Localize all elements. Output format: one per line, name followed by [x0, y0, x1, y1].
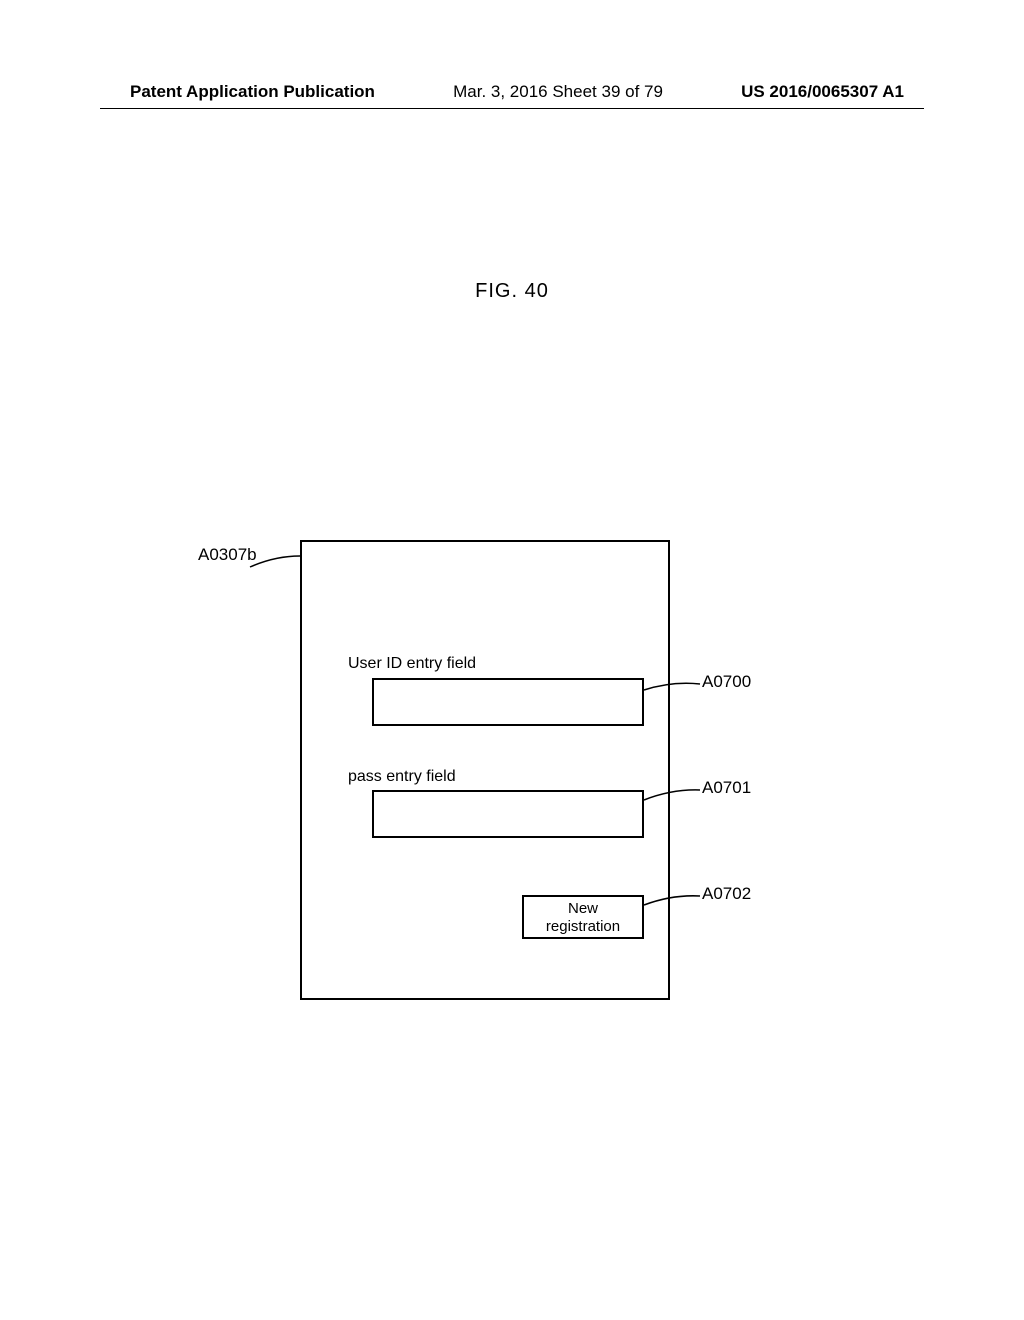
callout-frame: A0307b: [198, 545, 257, 565]
button-line2: registration: [546, 918, 620, 935]
callout-user-id: A0700: [702, 672, 751, 692]
header-right: US 2016/0065307 A1: [741, 82, 904, 102]
user-id-entry-field[interactable]: [372, 678, 644, 726]
header-left: Patent Application Publication: [130, 82, 375, 102]
new-registration-button[interactable]: New registration: [522, 895, 644, 939]
user-id-label: User ID entry field: [348, 655, 476, 673]
pass-label: pass entry field: [348, 768, 456, 786]
callout-button: A0702: [702, 884, 751, 904]
page-header: Patent Application Publication Mar. 3, 2…: [0, 82, 1024, 102]
callout-pass: A0701: [702, 778, 751, 798]
pass-entry-field[interactable]: [372, 790, 644, 838]
header-rule: [100, 108, 924, 109]
patent-page: Patent Application Publication Mar. 3, 2…: [0, 0, 1024, 1320]
button-line1: New: [568, 900, 598, 917]
figure-title: FIG. 40: [0, 280, 1024, 303]
header-center: Mar. 3, 2016 Sheet 39 of 79: [453, 82, 663, 102]
